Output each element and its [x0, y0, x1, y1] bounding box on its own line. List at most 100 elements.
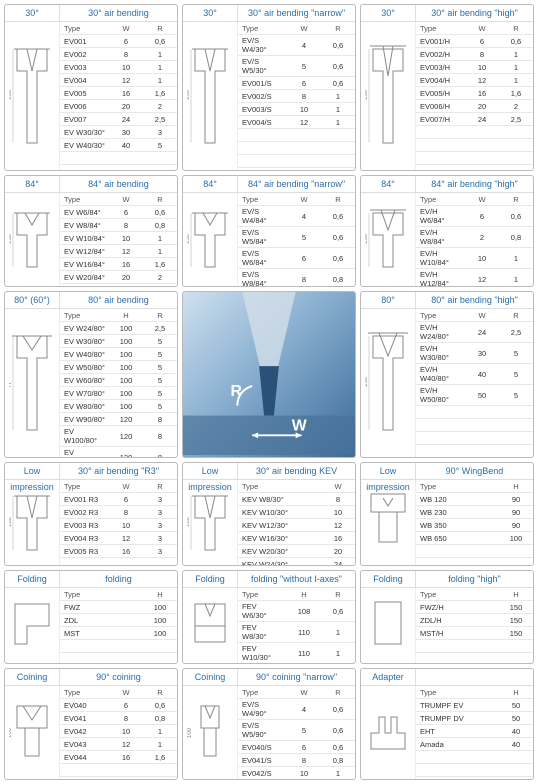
table-row [416, 751, 533, 764]
hdr-angle: Folding [5, 571, 60, 587]
table-row [416, 139, 533, 152]
hdr-angle: 80° [361, 292, 416, 308]
col-header: W [465, 193, 499, 206]
die-illustration: 150 [361, 193, 416, 286]
table-row: Amada40 [416, 738, 533, 751]
table-row [416, 419, 533, 432]
col-header: Type [238, 22, 287, 35]
table-row [416, 545, 533, 558]
svg-text:100: 100 [9, 727, 13, 738]
table-row [416, 432, 533, 445]
table-row: FEV W8/30°1101 [238, 622, 355, 643]
die-illustration: 100 [5, 686, 60, 779]
table-row: FWZ100 [60, 601, 177, 614]
hdr-angle: Coining [5, 669, 60, 685]
hdr-title [416, 669, 533, 685]
col-header: Type [416, 588, 499, 601]
spec-table: TypeWKEV W8/30°8KEV W10/30°10KEV W12/30°… [238, 480, 355, 565]
hdr-title: folding "high" [416, 571, 533, 587]
table-row: EV00281 [60, 48, 177, 61]
hdr-title: 30° air bending "R3" [60, 463, 177, 479]
table-row [60, 284, 177, 287]
table-row: EV/H W50/80°505 [416, 385, 533, 406]
spec-table: TypeWREV/S W4/30°40,6EV/S W5/30°50,6EV00… [238, 22, 355, 170]
svg-text:W: W [292, 417, 307, 434]
col-header: R [499, 22, 533, 35]
panel-p84h: 84°84° air bending "high"150TypeWREV/H W… [360, 175, 534, 287]
table-row: EV/H W40/80°405 [416, 364, 533, 385]
table-row: EV/H W6/84°60,6 [416, 206, 533, 227]
table-row [60, 558, 177, 566]
table-row: FEV W6/30°1080,6 [238, 601, 355, 622]
hdr-angle: 30° [361, 5, 416, 21]
table-row: EV W30/30°303 [60, 126, 177, 139]
table-row: EV/S W4/90°40,6 [238, 699, 355, 720]
die-illustration: 100 [183, 686, 238, 779]
table-row: EV04180,8 [60, 712, 177, 725]
hdr-angle: Adapter [361, 669, 416, 685]
table-row: EV004121 [60, 74, 177, 87]
table-row: EV W6/84°60,6 [60, 206, 177, 219]
table-row: EV003/S101 [238, 103, 355, 116]
table-row: EV005 R3163 [60, 545, 177, 558]
table-row: EV042101 [60, 725, 177, 738]
table-row: EV W100/80°1208 [60, 426, 177, 447]
table-row: EV W10/84°101 [60, 232, 177, 245]
table-row: WB 650100 [416, 532, 533, 545]
table-row: EV004/S121 [238, 116, 355, 129]
hdr-title: 84° air bending "high" [416, 176, 533, 192]
col-header: H [499, 480, 533, 493]
col-header: W [109, 480, 143, 493]
spec-table: TypeHRFEV W6/30°1080,6FEV W8/30°1101FEV … [238, 588, 355, 663]
hdr-angle: 84° [361, 176, 416, 192]
table-row: EV/S W8/84°80,8 [238, 269, 355, 287]
col-header: H [287, 588, 321, 601]
hdr-title: 90° WingBend [416, 463, 533, 479]
panel-pf3: Foldingfolding "high"TypeHFWZ/H150ZDL/H1… [360, 570, 534, 664]
table-row: FEV W10/30°1101 [238, 643, 355, 664]
spec-table: TypeWREV/H W6/84°60,6EV/H W8/84°20,8EV/H… [416, 193, 533, 286]
hdr-angle: Low impression [183, 463, 238, 479]
hdr-angle: Low impression [5, 463, 60, 479]
hdr-title: folding "without I-axes" [238, 571, 355, 587]
col-header: R [321, 686, 355, 699]
spec-table: TypeWREV00160,6EV00281EV003101EV004121EV… [60, 22, 177, 170]
table-row: WB 35090 [416, 519, 533, 532]
table-row: TRUMPF EV50 [416, 699, 533, 712]
table-row: KEV W12/30°12 [238, 519, 355, 532]
table-row: ZDL/H150 [416, 614, 533, 627]
col-header: R [143, 22, 177, 35]
die-illustration [361, 588, 416, 663]
table-row [416, 445, 533, 458]
table-row: EV W30/80°1005 [60, 335, 177, 348]
panel-pwb: Low impression90° WingBendTypeHWB 12090W… [360, 462, 534, 566]
table-row: EV04060,6 [60, 699, 177, 712]
svg-text:150: 150 [365, 376, 369, 387]
hdr-title: 84° air bending [60, 176, 177, 192]
col-header: Type [238, 686, 287, 699]
table-row: KEV W20/30°20 [238, 545, 355, 558]
table-row: KEV W16/30°16 [238, 532, 355, 545]
panel-p84n: 84°84° air bending "narrow"150TypeWREV/S… [182, 175, 356, 287]
col-header: R [321, 22, 355, 35]
table-row: EV W90/80°1208 [60, 413, 177, 426]
table-row: EV005161,6 [60, 87, 177, 100]
col-header: Type [60, 193, 109, 206]
panel-p30a: 30°30° air bending100TypeWREV00160,6EV00… [4, 4, 178, 171]
table-row [60, 777, 177, 780]
hdr-title: 84° air bending "narrow" [238, 176, 355, 192]
spec-table: TypeWREV001 R363EV002 R383EV003 R3103EV0… [60, 480, 177, 565]
col-header: R [499, 309, 533, 322]
table-row: EHT40 [416, 725, 533, 738]
die-illustration [183, 588, 238, 663]
table-row: WB 12090 [416, 493, 533, 506]
table-row: EV040/S60,6 [238, 741, 355, 754]
spec-table: TypeHTRUMPF EV50TRUMPF DV50EHT40Amada40 [416, 686, 533, 779]
hdr-title: 90° coining [60, 669, 177, 685]
die-illustration: H [5, 309, 60, 457]
col-header: R [143, 193, 177, 206]
hdr-title: 80° air bending [60, 292, 177, 308]
hdr-title: 30° air bending KEV [238, 463, 355, 479]
col-header: R [321, 193, 355, 206]
table-row [416, 558, 533, 566]
